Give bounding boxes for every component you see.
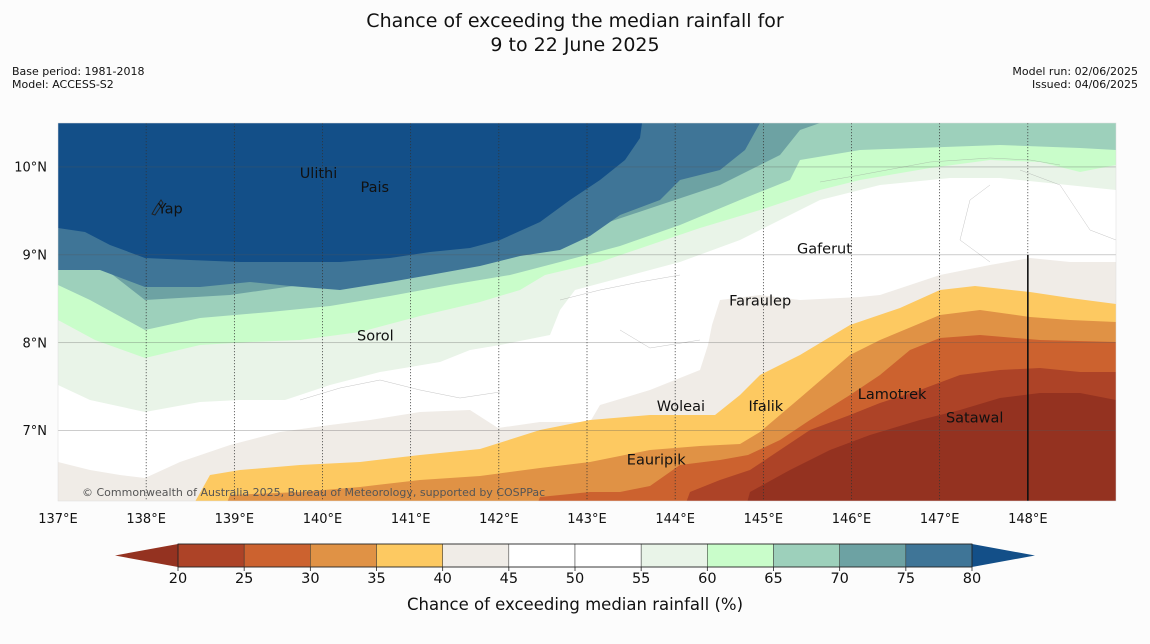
colorbar-bands	[177, 543, 973, 568]
colorbar-band	[508, 543, 576, 568]
colorbar-band	[773, 543, 840, 568]
place-label-faraulep: Faraulep	[729, 294, 791, 310]
map-area	[58, 123, 1116, 501]
meta-right: Model run: 02/06/2025 Issued: 04/06/2025	[1012, 65, 1138, 91]
title-line-1: Chance of exceeding the median rainfall …	[366, 10, 784, 32]
place-label-ifalik: Ifalik	[748, 399, 783, 415]
colorbar-tick-label: 75	[897, 571, 915, 587]
colorbar-tick-label: 50	[566, 571, 584, 587]
colorbar-over-arrow	[972, 544, 1035, 567]
colorbar: 20 25 30 35 40 45 50 55 60 65 70 75 80 Chance of exc…	[115, 543, 1035, 614]
colorbar-band	[707, 543, 774, 568]
colorbar-tick-label: 30	[301, 571, 319, 587]
band-above-80	[58, 123, 642, 262]
lat-tick-label: 8°N	[23, 336, 48, 351]
place-label-sorol: Sorol	[357, 329, 394, 345]
lon-tick-label: 148°E	[1008, 512, 1048, 527]
place-label-eauripik: Eauripik	[627, 453, 686, 469]
colorbar-tick-label: 60	[698, 571, 716, 587]
lon-tick-label: 140°E	[303, 512, 343, 527]
colorbar-label: Chance of exceeding median rainfall (%)	[407, 595, 743, 614]
colorbar-tick-label: 65	[764, 571, 782, 587]
colorbar-ticks: 20 25 30 35 40 45 50 55 60 65 70 75 80	[169, 567, 981, 587]
colorbar-under-arrow	[115, 544, 178, 567]
colorbar-tick-label: 55	[632, 571, 650, 587]
meta-left: Base period: 1981-2018 Model: ACCESS-S2	[12, 65, 144, 91]
lon-tick-label: 137°E	[38, 512, 78, 527]
lon-tick-label: 145°E	[744, 512, 784, 527]
colorbar-tick-label: 80	[963, 571, 981, 587]
place-label-pais: Pais	[361, 180, 390, 196]
colorbar-band	[376, 543, 443, 568]
colorbar-tick-label: 20	[169, 571, 187, 587]
colorbar-band	[905, 543, 973, 568]
colorbar-tick-label: 45	[500, 571, 518, 587]
colorbar-band	[177, 543, 245, 568]
place-labels: Ulithi Pais Yap Gaferut Faraulep Sorol Woleai I…	[157, 166, 1004, 469]
lat-tick-label: 9°N	[23, 248, 48, 263]
base-period-text: Base period: 1981-2018	[12, 65, 145, 78]
place-label-satawal: Satawal	[946, 410, 1003, 426]
contour-lines	[299, 157, 1116, 401]
lon-tick-label: 142°E	[479, 512, 519, 527]
colorbar-tick-label: 40	[433, 571, 451, 587]
lon-tick-label: 139°E	[215, 512, 255, 527]
lon-tick-label: 146°E	[832, 512, 872, 527]
colorbar-band	[574, 543, 642, 568]
map-border	[57, 122, 1117, 502]
place-label-woleai: Woleai	[657, 399, 705, 415]
colorbar-band	[442, 543, 510, 568]
issued-text: Issued: 04/06/2025	[1031, 78, 1138, 91]
lon-tick-label: 147°E	[920, 512, 960, 527]
copyright-text: © Commonwealth of Australia 2025, Bureau…	[82, 486, 545, 499]
lon-tick-label: 143°E	[567, 512, 607, 527]
model-run-text: Model run: 02/06/2025	[1012, 65, 1138, 78]
place-label-lamotrek: Lamotrek	[858, 387, 927, 403]
colorbar-tick-label: 25	[235, 571, 253, 587]
place-label-yap: Yap	[157, 201, 183, 217]
colorbar-band	[310, 543, 377, 568]
axis-labels: 137°E 138°E 139°E 140°E 141°E 142°E 143°E 144°E…	[14, 160, 1047, 527]
lon-tick-label: 138°E	[126, 512, 166, 527]
colorbar-band	[839, 543, 907, 568]
colorbar-band	[640, 543, 708, 568]
yap-island-outline	[151, 199, 164, 216]
lat-tick-label: 7°N	[23, 424, 48, 439]
colorbar-tick-label: 70	[830, 571, 848, 587]
chart-title: Chance of exceeding the median rainfall …	[0, 9, 1150, 57]
lon-tick-label: 144°E	[655, 512, 695, 527]
lon-tick-label: 141°E	[391, 512, 431, 527]
colorbar-tick-label: 35	[367, 571, 385, 587]
lat-tick-label: 10°N	[14, 160, 47, 175]
colorbar-band	[243, 543, 311, 568]
band-below-20	[747, 393, 1116, 501]
title-line-2: 9 to 22 June 2025	[490, 34, 660, 56]
place-label-ulithi: Ulithi	[300, 166, 338, 182]
band-65-70-notch	[1087, 123, 1098, 145]
place-label-gaferut: Gaferut	[797, 242, 852, 258]
model-text: Model: ACCESS-S2	[12, 78, 114, 91]
